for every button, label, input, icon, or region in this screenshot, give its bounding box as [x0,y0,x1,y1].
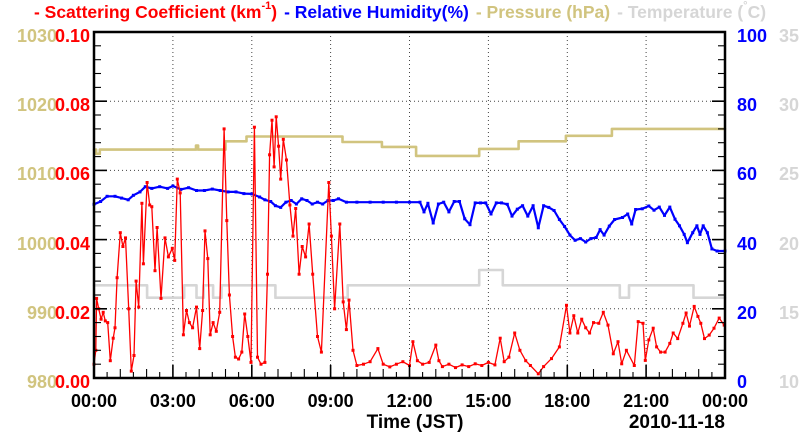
legend-item-temperature: - Temperature (°C) [617,0,767,23]
date-label: 2010-11-18 [628,412,725,433]
legend-label: - Temperature ( [617,2,744,22]
legend-label: - Scattering Coefficient (km [33,2,262,22]
legend-item-pressure: - Pressure (hPa) [476,2,610,23]
legend-label: - Relative Humidity(%) [284,2,469,22]
legend-label: - Pressure (hPa) [475,2,611,22]
legend-superscript: ° [743,0,748,13]
legend-label-end: ) [271,2,278,22]
legend-superscript: -1 [261,0,272,13]
chart-legend: - Scattering Coefficient (km-1) - Relati… [0,0,800,23]
x-axis-title: Time (JST) [366,412,464,433]
legend-item-scattering: - Scattering Coefficient (km-1) [33,0,278,23]
legend-item-humidity: - Relative Humidity(%) [284,2,469,23]
legend-label-end: C) [747,2,767,22]
